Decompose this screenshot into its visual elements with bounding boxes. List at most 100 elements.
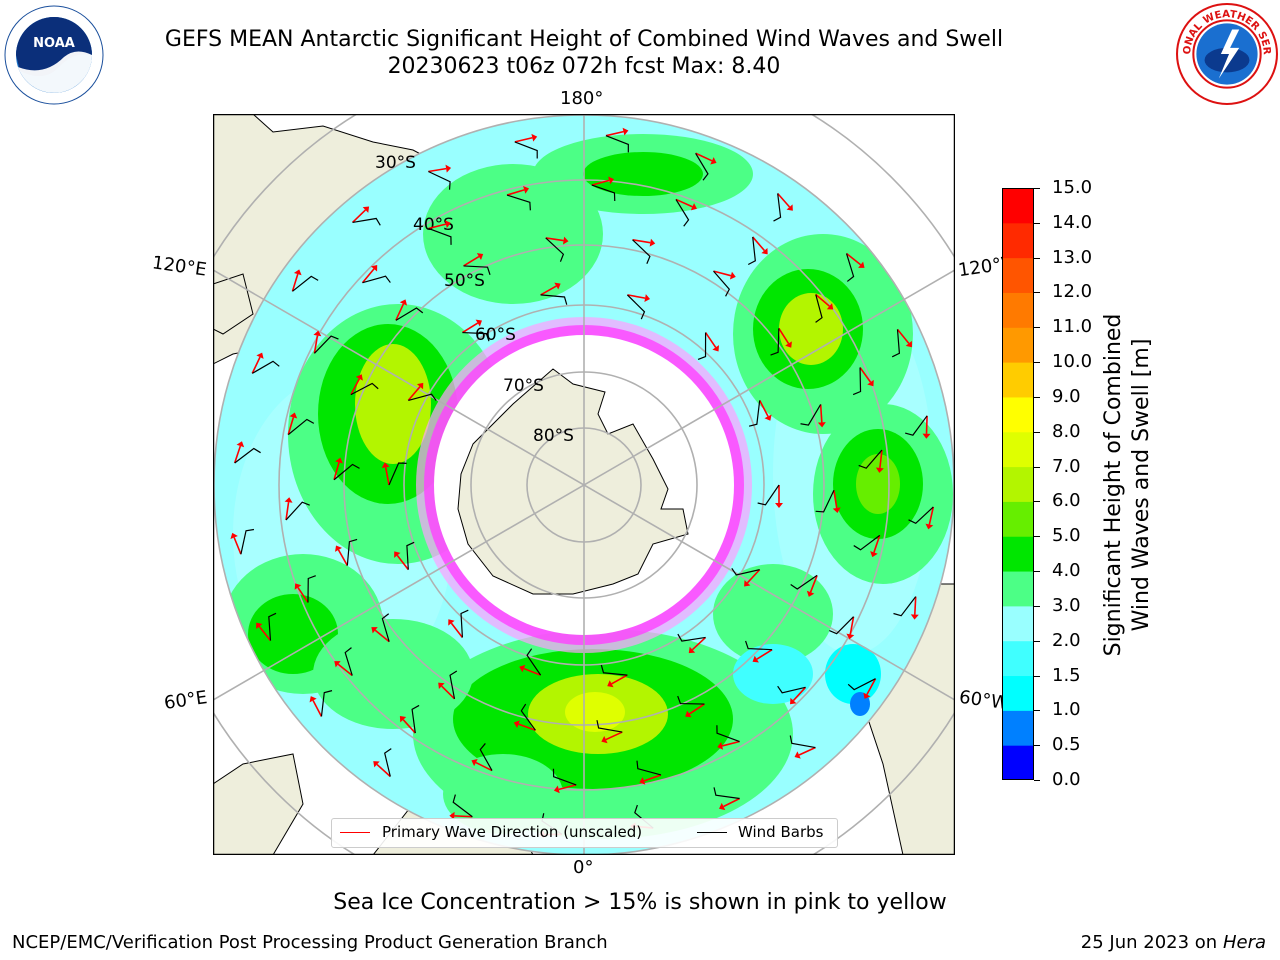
colorbar-tick-label: 9.0	[1052, 385, 1081, 407]
nz-land	[213, 273, 254, 335]
wave-direction-arrowhead	[230, 532, 238, 540]
colorbar-tick-label: 4.0	[1052, 560, 1081, 582]
wave-direction-arrow	[611, 674, 628, 685]
wave-direction-arrowhead	[752, 655, 759, 663]
colorbar-segment	[1002, 640, 1034, 677]
wave-direction-arrowhead	[562, 236, 569, 245]
wind-barb	[815, 489, 835, 513]
wave-direction-arrowhead	[601, 735, 608, 744]
colorbar-tick-mark	[1034, 396, 1040, 398]
wind-barb	[449, 670, 458, 699]
wave-direction-arrow	[721, 740, 740, 747]
wave-direction-arrowhead	[644, 294, 651, 303]
wave-direction-arrow	[925, 415, 928, 434]
wave-direction-arrow	[859, 367, 872, 383]
wave-direction-arrow	[285, 502, 290, 521]
wind-barb-legend-swatch	[697, 832, 727, 833]
wind-barb	[395, 307, 424, 321]
wave-direction-arrow	[873, 535, 881, 553]
wave-direction-arrowhead	[685, 710, 692, 718]
wind-barb	[858, 449, 883, 469]
wind-barb	[675, 199, 690, 227]
wind-barb	[905, 415, 928, 436]
colorbar-segment	[1002, 571, 1034, 607]
wind-barb	[460, 609, 469, 638]
wind-barb	[748, 400, 761, 427]
wave-direction-arrow	[312, 700, 323, 717]
wave-direction-arrowhead	[444, 220, 451, 229]
wave-direction-arrowhead	[690, 203, 697, 211]
wind-barb	[893, 596, 917, 617]
colorbar-segment	[1002, 327, 1034, 363]
wind-barb	[506, 194, 531, 211]
colorbar-tick-mark	[1034, 188, 1040, 189]
wave-direction-arrowhead	[719, 802, 726, 811]
wave-direction-arrow	[337, 663, 353, 677]
wave-direction-arrowhead	[355, 374, 363, 381]
wave-direction-arrow	[723, 797, 740, 808]
wind-barb	[344, 647, 353, 676]
wave-direction-arrowhead	[875, 467, 884, 473]
colorbar-tick-label: 12.0	[1052, 281, 1093, 303]
wave-direction-arrow	[454, 815, 473, 818]
wave-direction-arrow	[333, 462, 340, 480]
wave-direction-arrowhead	[236, 441, 245, 448]
africa-land	[213, 753, 304, 855]
wave-direction-arrowhead	[256, 622, 263, 630]
wave-direction-arrow	[713, 270, 732, 277]
wave-direction-arrowhead	[294, 583, 302, 590]
wave-direction-arrowhead	[710, 157, 717, 165]
colorbar-segment	[1002, 466, 1034, 502]
colorbar-tick-mark	[1034, 466, 1040, 468]
wave-direction-arrowhead	[922, 433, 931, 439]
wave-direction-arrow	[461, 322, 479, 334]
wind-barb	[591, 184, 616, 201]
wave-direction-arrow	[688, 703, 705, 715]
colorbar-segment	[1002, 675, 1034, 711]
wave-direction-arrowhead	[775, 503, 783, 508]
wind-barb	[411, 704, 420, 734]
wave-direction-arrow	[518, 723, 536, 731]
colorbar-tick-label: 1.0	[1052, 699, 1081, 721]
lat-label-30s: 30°S	[375, 153, 416, 173]
wave-direction-arrowhead	[870, 551, 878, 558]
wind-barb	[845, 253, 855, 282]
wind-barb	[789, 735, 816, 749]
wind-barb	[406, 541, 415, 570]
wave-direction-arrowhead	[362, 206, 370, 213]
lon-label-0: 0°	[573, 857, 594, 878]
wave-direction-arrow	[849, 616, 855, 635]
wind-barb	[462, 331, 490, 342]
wind-barb	[428, 227, 452, 245]
wave-direction-arrow	[395, 303, 405, 321]
run-date: 25 Jun 2023 on Hera	[1080, 932, 1266, 953]
colorbar-tick-label: 5.0	[1052, 525, 1081, 547]
colorbar-tick-mark	[1034, 640, 1040, 642]
colorbar-tick-mark	[1034, 780, 1040, 781]
colorbar-segment	[1002, 605, 1034, 642]
wave-direction-arrow	[846, 252, 862, 266]
wave-direction-arrowhead	[688, 646, 696, 654]
wave-direction-arrowhead	[607, 680, 614, 688]
wave-direction-arrowhead	[761, 247, 768, 255]
wave-direction-arrow	[756, 648, 773, 660]
wind-barb	[350, 382, 379, 396]
wave-direction-arrow	[558, 784, 577, 791]
wave-direction-arrowhead	[313, 330, 322, 337]
wave-direction-arrow	[233, 537, 242, 555]
colorbar-segment	[1002, 188, 1034, 224]
wave-direction-arrow	[809, 575, 818, 593]
wind-barb	[251, 360, 280, 374]
lon-label-180: 180°	[560, 88, 604, 109]
wave-direction-arrowhead	[910, 614, 919, 620]
lon-label-60e: 60°E	[162, 687, 209, 714]
wind-barb	[757, 484, 780, 506]
colorbar-segment	[1002, 396, 1034, 433]
wave-direction-arrow	[450, 622, 464, 638]
wind-barb	[695, 152, 709, 181]
wave-direction-arrow	[819, 404, 823, 423]
wind-barb	[362, 275, 391, 284]
chart-subtitle: 20230623 t06z 072h fcst Max: 8.40	[387, 54, 781, 79]
lat-label-80s: 80°S	[533, 426, 574, 446]
colorbar-tick-mark	[1034, 362, 1040, 364]
